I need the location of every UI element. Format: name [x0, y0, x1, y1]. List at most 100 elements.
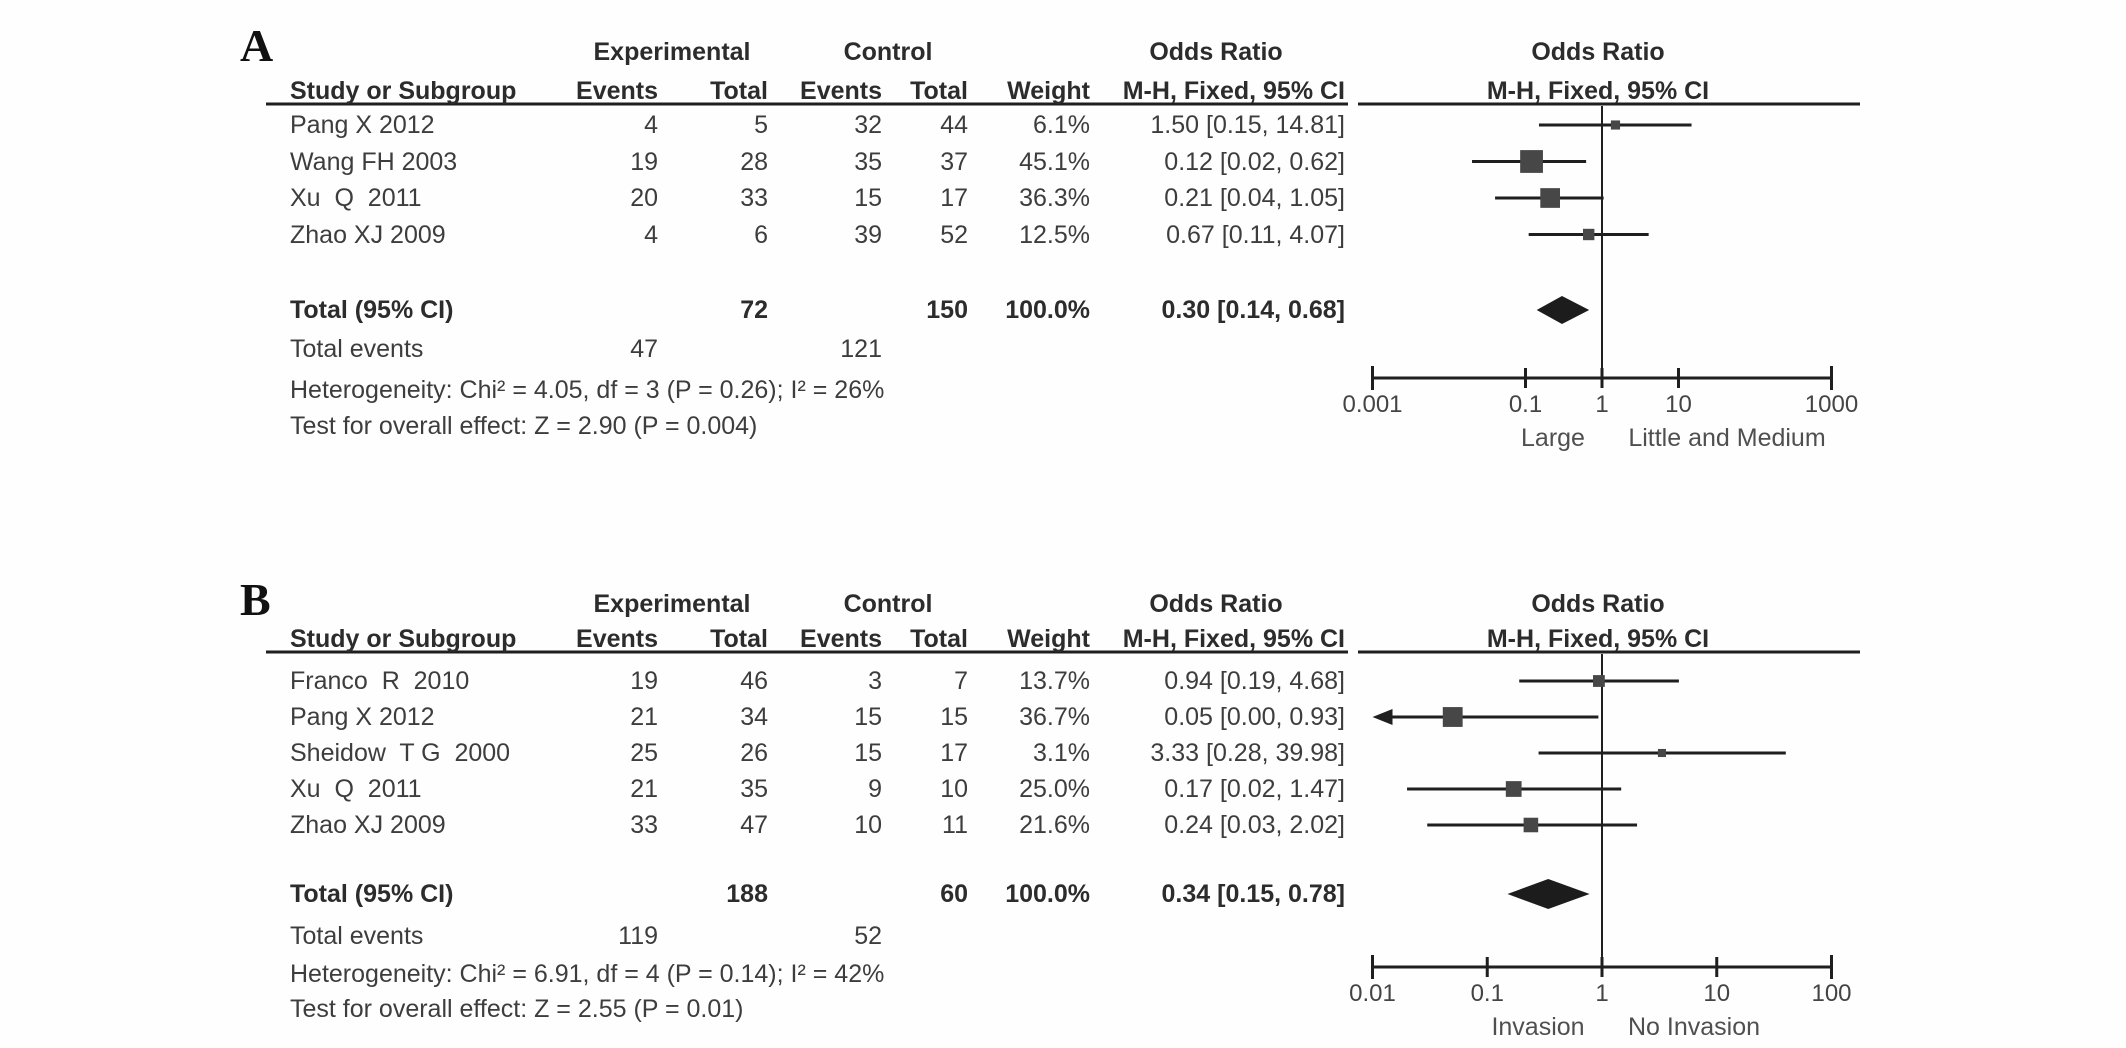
ctrl-total-value: 10 [940, 775, 968, 803]
weight-value: 12.5% [1019, 220, 1090, 249]
ctrl-events-value: 15 [854, 703, 882, 731]
ctrl-events-value: 35 [854, 147, 882, 176]
weight-header: Weight [1007, 625, 1090, 653]
ctrl-total-value: 15 [940, 703, 968, 731]
ctrl-events-value: 39 [854, 220, 882, 249]
effect-square-marker [1505, 781, 1522, 797]
ctrl-events-header: Events [800, 77, 882, 105]
overall-effect-test: Test for overall effect: Z = 2.90 (P = 0… [290, 412, 758, 440]
or-ci-value: 0.21 [0.04, 1.05] [1164, 184, 1345, 212]
total-events-label: Total events [290, 335, 424, 363]
ctrl-total-value: 17 [940, 184, 968, 212]
exp-total-value: 28 [740, 147, 768, 176]
exp-events-header: Events [576, 77, 658, 105]
exp-total-value: 26 [740, 739, 768, 767]
weight-value: 3.1% [1033, 739, 1090, 767]
x-axis-tick-label: 0.1 [1508, 391, 1543, 418]
ctrl-events-value: 10 [854, 811, 882, 839]
exp-events-header: Events [576, 625, 658, 653]
axis-favours-right-label: Little and Medium [1628, 424, 1826, 452]
overall-effect-test: Test for overall effect: Z = 2.55 (P = 0… [290, 995, 744, 1023]
pooled-effect-diamond [1536, 296, 1590, 324]
odds-ratio-column-header: Odds Ratio [1149, 38, 1283, 66]
control-group-header: Control [843, 38, 933, 66]
exp-total-value: 34 [740, 703, 768, 731]
exp-total-value: 35 [740, 775, 768, 803]
study-name: Pang X 2012 [290, 111, 435, 139]
effect-square-marker [1540, 188, 1561, 208]
x-axis-tick-label: 0.1 [1470, 980, 1504, 1007]
odds-ratio-column-header: Odds Ratio [1149, 590, 1283, 618]
axis-favours-right-label: No Invasion [1627, 1013, 1761, 1041]
ctrl-total-value: 37 [940, 147, 968, 176]
exp-total-value: 47 [740, 811, 768, 839]
odds-ratio-plot-header: Odds Ratio [1531, 38, 1665, 66]
odds-ratio-plot-header: Odds Ratio [1531, 590, 1665, 618]
ctrl-total-value: 7 [954, 667, 968, 695]
total-events-label: Total events [290, 922, 424, 950]
control-group-header: Control [843, 590, 933, 618]
weight-value: 25.0% [1019, 775, 1090, 803]
exp-events-value: 25 [630, 739, 658, 767]
or-ci-value: 0.24 [0.03, 2.02] [1164, 811, 1345, 839]
ctrl-events-value: 3 [868, 667, 882, 695]
ctrl-events-value: 15 [854, 739, 882, 767]
total-row-label: Total (95% CI) [290, 880, 454, 908]
x-axis-tick-label: 10 [1665, 391, 1692, 418]
exp-total-value: 5 [754, 111, 768, 139]
effect-square-marker [1593, 675, 1605, 687]
total-events-ctrl: 52 [854, 922, 882, 950]
weight-value: 36.7% [1019, 703, 1090, 731]
ctrl-total-header: Total [910, 77, 968, 105]
weight-value: 6.1% [1033, 111, 1090, 139]
study-name: Zhao XJ 2009 [290, 811, 446, 839]
exp-events-value: 21 [630, 703, 658, 731]
effect-square-marker [1442, 707, 1463, 727]
ctrl-total-value: 11 [942, 811, 968, 839]
x-axis-tick-label: 0.001 [1342, 391, 1403, 418]
mh-fixed-ci-header: M-H, Fixed, 95% CI [1122, 77, 1345, 105]
exp-events-value: 19 [630, 667, 658, 695]
exp-events-value: 21 [630, 775, 658, 803]
total-or-ci: 0.30 [0.14, 0.68] [1161, 296, 1345, 324]
exp-total-header: Total [710, 77, 768, 105]
study-name: Sheidow T G 2000 [290, 739, 511, 767]
total-exp-total: 188 [726, 880, 768, 908]
study-name: Xu Q 2011 [290, 775, 422, 803]
exp-total-header: Total [710, 625, 768, 653]
or-ci-value: 0.05 [0.00, 0.93] [1164, 703, 1345, 731]
weight-header: Weight [1007, 77, 1090, 105]
or-ci-value: 0.94 [0.19, 4.68] [1164, 667, 1345, 695]
x-axis-tick-label: 10 [1703, 980, 1731, 1007]
x-axis-tick-label: 1000 [1804, 391, 1859, 418]
or-ci-value: 0.17 [0.02, 1.47] [1164, 775, 1345, 803]
total-ctrl-total: 150 [926, 296, 968, 324]
exp-events-value: 20 [630, 184, 658, 212]
panel-label-b: B [240, 574, 271, 625]
ctrl-events-value: 32 [854, 111, 882, 139]
mh-fixed-ci-plot-header: M-H, Fixed, 95% CI [1486, 77, 1710, 105]
x-axis-tick-label: 0.01 [1349, 980, 1396, 1007]
pooled-effect-diamond [1507, 879, 1590, 909]
exp-events-value: 4 [644, 220, 658, 249]
effect-square-marker [1520, 150, 1543, 173]
total-events-ctrl: 121 [840, 335, 882, 363]
weight-value: 36.3% [1019, 184, 1090, 212]
study-name: Pang X 2012 [290, 703, 435, 731]
ci-left-arrow [1372, 709, 1393, 725]
mh-fixed-ci-plot-header: M-H, Fixed, 95% CI [1486, 625, 1710, 653]
total-events-exp: 119 [618, 922, 658, 950]
or-ci-value: 0.67 [0.11, 4.07] [1166, 220, 1345, 249]
effect-square-marker [1657, 748, 1666, 758]
total-weight: 100.0% [1005, 296, 1090, 324]
axis-favours-left-label: Invasion [1491, 1013, 1585, 1041]
experimental-group-header: Experimental [593, 38, 751, 66]
x-axis-tick-label: 1 [1595, 391, 1609, 418]
exp-total-value: 6 [754, 220, 768, 249]
panel-label-a: A [240, 20, 274, 71]
ctrl-total-header: Total [910, 625, 968, 653]
study-name: Xu Q 2011 [290, 184, 422, 212]
